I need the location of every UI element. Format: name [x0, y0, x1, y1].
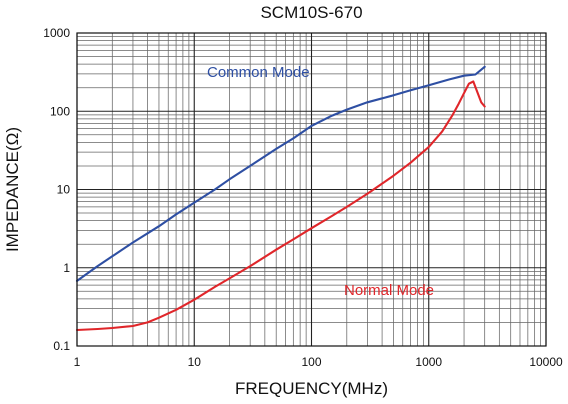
- common-mode-line: [75, 65, 486, 282]
- series-layer: [75, 65, 486, 332]
- normal-mode-line: [75, 80, 486, 332]
- x-tick-label: 10: [188, 355, 202, 369]
- chart-title: SCM10S-670: [260, 3, 362, 22]
- x-tick-label: 10000: [529, 355, 563, 369]
- common-mode-series-label: Common Mode: [207, 64, 310, 81]
- y-tick-label: 100: [50, 104, 70, 118]
- normal-mode-series-label: Normal Mode: [344, 282, 434, 299]
- tick-labels: 1 10 100 1000 10000 0.1 1 10 100 1000: [43, 26, 563, 369]
- x-tick-label: 1: [74, 355, 81, 369]
- y-axis-label: IMPEDANCE(Ω): [3, 127, 22, 252]
- x-axis-label: FREQUENCY(MHz): [235, 379, 388, 398]
- y-tick-label: 10: [57, 183, 71, 197]
- y-tick-label: 0.1: [53, 339, 70, 353]
- plot-frame: [76, 32, 547, 347]
- y-tick-label: 1000: [43, 26, 70, 40]
- x-tick-label: 100: [301, 355, 321, 369]
- x-tick-label: 1000: [415, 355, 442, 369]
- y-tick-label: 1: [63, 261, 70, 275]
